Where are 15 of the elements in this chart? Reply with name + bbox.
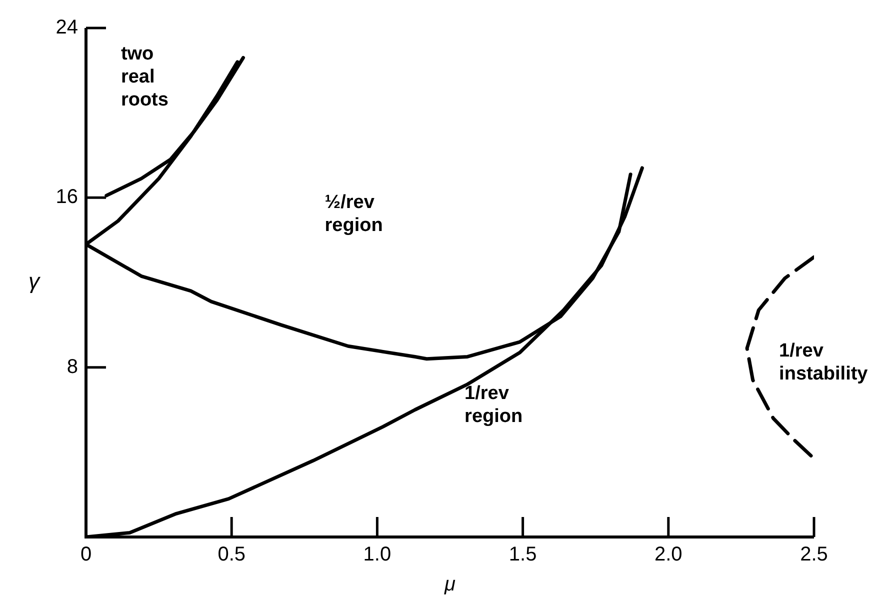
x-tick-label: 0 xyxy=(80,544,92,566)
x-tick-label: 2.5 xyxy=(800,544,828,566)
x-tick-label: 1.0 xyxy=(363,544,392,566)
y-axis-title: γ xyxy=(28,268,42,294)
annotation: 1/rev region xyxy=(464,383,523,428)
x-axis-title: μ xyxy=(444,574,456,596)
x-tick-label: 1.5 xyxy=(508,544,537,566)
x-tick-label: 2.0 xyxy=(654,544,682,566)
y-tick-label: 24 xyxy=(56,16,78,39)
x-tick-label: 0.5 xyxy=(218,544,246,566)
y-tick-label: 16 xyxy=(56,186,78,208)
annotation: 1/rev instability xyxy=(779,340,868,385)
y-tick-label: 8 xyxy=(66,356,78,378)
annotation: two real roots xyxy=(120,44,168,111)
annotation: ½/rev region xyxy=(324,192,383,236)
